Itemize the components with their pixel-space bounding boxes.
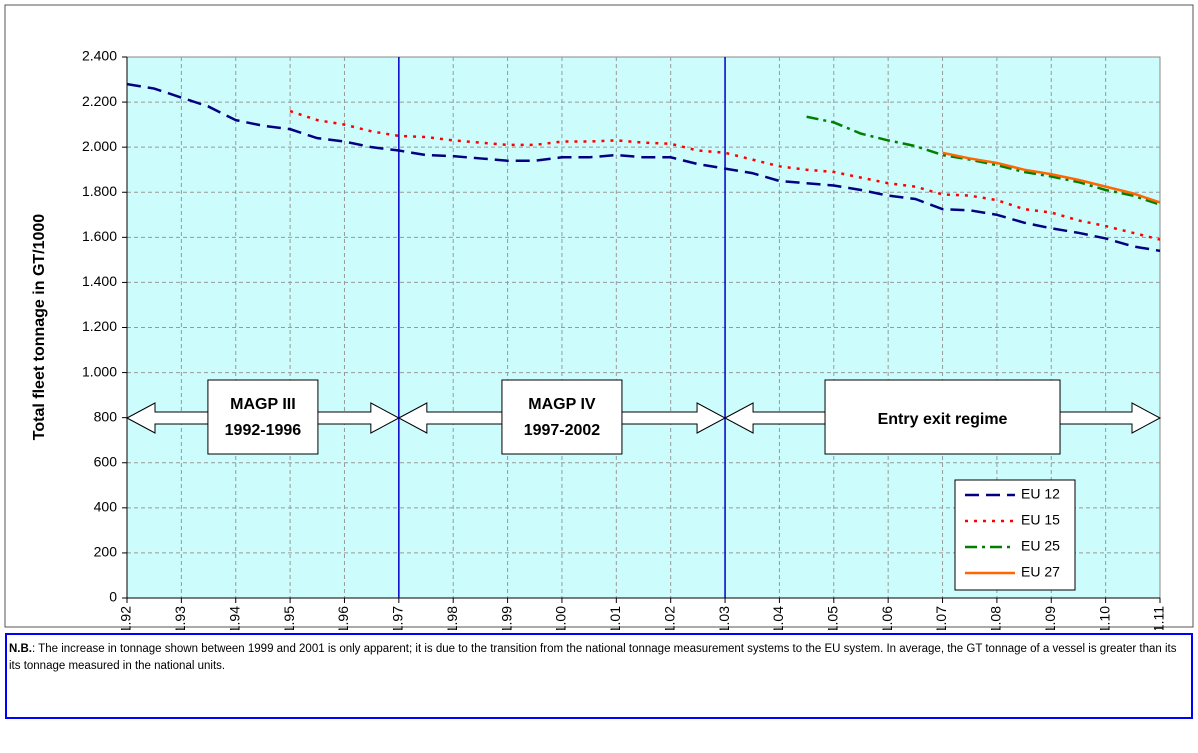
chart: Total fleet tonnage in GT/1000 0 200 400 60… <box>4 4 1194 630</box>
note-text: : The increase in tonnage shown between … <box>9 643 1177 672</box>
x-tick-label: 1.1.07 <box>933 606 949 630</box>
period-box <box>501 379 623 455</box>
note: N.B.: The increase in tonnage shown betw… <box>5 633 1193 719</box>
x-tick-label: 1.1.10 <box>1096 606 1112 630</box>
period-box <box>207 379 319 455</box>
x-tick-label: 1.1.92 <box>118 606 134 630</box>
note-label: N.B. <box>9 643 32 655</box>
x-tick-label: 1.1.08 <box>988 606 1004 630</box>
y-tick-label: 1.800 <box>82 183 117 199</box>
y-tick-label: 1.600 <box>82 228 117 244</box>
y-axis-title: Total fleet tonnage in GT/1000 <box>31 214 48 441</box>
x-tick-label: 1.1.94 <box>226 606 242 630</box>
x-tick-label: 1.1.95 <box>281 606 297 630</box>
x-tick-label: 1.1.02 <box>661 606 677 630</box>
x-tick-label: 1.1.11 <box>1151 606 1167 630</box>
y-tick-label: 400 <box>94 499 118 515</box>
x-tick-label: 1.1.98 <box>444 606 460 630</box>
y-tick-label: 1.000 <box>82 363 117 379</box>
period-box <box>824 379 1061 455</box>
y-tick-label: 1.400 <box>82 273 117 289</box>
legend-label: EU 12 <box>1021 486 1060 502</box>
x-tick-label: 1.1.93 <box>172 606 188 630</box>
series-line <box>942 151 1161 204</box>
y-tick-label: 200 <box>94 544 118 560</box>
x-tick-label: 1.1.99 <box>498 606 514 630</box>
period-label: 1997-2002 <box>524 422 601 439</box>
legend-label: EU 27 <box>1021 564 1060 580</box>
x-tick-label: 1.1.97 <box>390 606 406 630</box>
y-tick-label: 1.200 <box>82 318 117 334</box>
y-tick-label: 600 <box>94 453 118 469</box>
legend-box <box>954 479 1076 591</box>
period-label: MAGP III <box>230 396 296 413</box>
y-tick-label: 2.000 <box>82 138 117 154</box>
y-tick-label: 2.400 <box>82 48 117 64</box>
x-tick-label: 1.1.05 <box>824 606 840 630</box>
y-tick-label: 0 <box>109 589 117 605</box>
y-tick-label: 800 <box>94 408 118 424</box>
x-tick-label: 1.1.96 <box>335 606 351 630</box>
legend-label: EU 15 <box>1021 512 1060 528</box>
x-tick-label: 1.1.01 <box>607 606 623 630</box>
x-tick-label: 1.1.03 <box>716 606 732 630</box>
x-tick-label: 1.1.09 <box>1042 606 1058 630</box>
x-tick-label: 1.1.04 <box>770 606 786 630</box>
y-tick-label: 2.200 <box>82 93 117 109</box>
period-label: MAGP IV <box>528 396 596 413</box>
legend-label: EU 25 <box>1021 538 1060 554</box>
period-label: 1992-1996 <box>225 422 302 439</box>
period-label: Entry exit regime <box>878 411 1008 428</box>
series-line <box>126 82 1161 253</box>
series-line <box>806 115 1161 206</box>
x-tick-label: 1.1.06 <box>879 606 895 630</box>
x-tick-label: 1.1.00 <box>553 606 569 630</box>
